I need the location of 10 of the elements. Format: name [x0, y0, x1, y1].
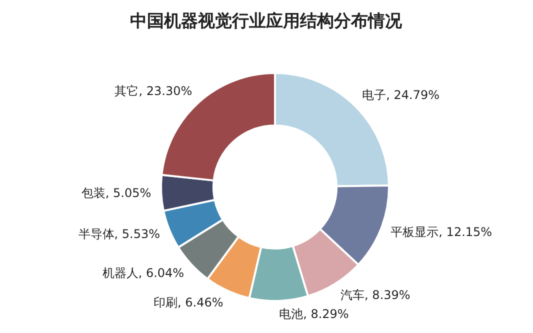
slice-label: 电子, 24.79%	[362, 88, 440, 102]
slice-label: 印刷, 6.46%	[154, 295, 224, 310]
slice-label: 汽车, 8.39%	[340, 288, 410, 302]
slice-label: 电池, 8.29%	[279, 307, 349, 322]
chart-title: 中国机器视觉行业应用结构分布情况	[130, 11, 403, 32]
slice-label: 包装, 5.05%	[81, 186, 152, 200]
slice-label: 机器人, 6.04%	[102, 266, 184, 280]
slice-label: 半导体, 5.53%	[78, 227, 160, 242]
slice-label: 其它, 23.30%	[114, 84, 192, 98]
slice-label: 平板显示, 12.15%	[390, 225, 492, 240]
